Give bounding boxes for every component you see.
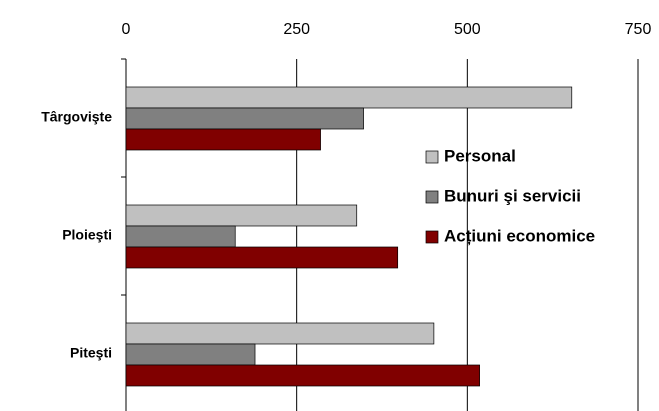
x-tick-label: 750 <box>625 21 652 38</box>
y-tick-label: Piteşti <box>70 345 112 361</box>
bar <box>125 225 236 248</box>
y-tick-label: Târgovişte <box>41 109 112 125</box>
legend-label: Bunuri şi servicii <box>444 186 581 205</box>
legend-label: Acțiuni economice <box>444 226 595 245</box>
legend-swatch <box>425 190 439 204</box>
legend-swatch <box>425 150 439 164</box>
bar <box>125 107 364 130</box>
x-tick-label: 250 <box>283 21 310 38</box>
bar <box>125 343 256 366</box>
x-tick-label: 0 <box>122 21 131 38</box>
x-tick-label: 500 <box>454 21 481 38</box>
bar <box>125 86 573 109</box>
bar <box>125 128 321 151</box>
bar <box>125 322 435 345</box>
bar <box>125 364 480 387</box>
legend-swatch <box>425 230 439 244</box>
bar <box>125 246 399 269</box>
bar <box>125 204 358 227</box>
y-tick-label: Ploieşti <box>62 227 112 243</box>
legend-label: Personal <box>444 146 516 165</box>
